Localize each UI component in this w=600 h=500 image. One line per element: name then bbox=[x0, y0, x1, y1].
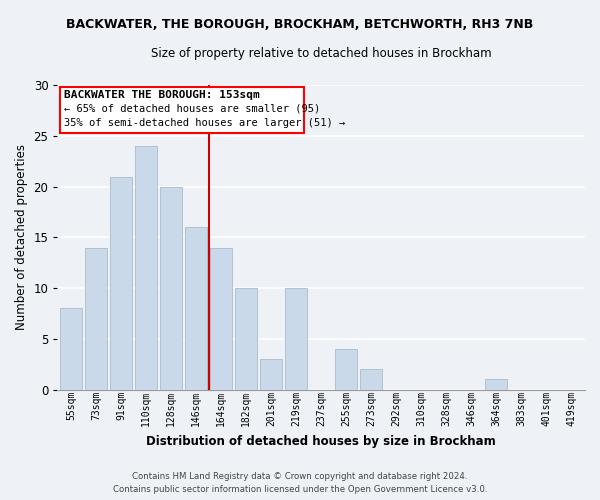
Title: Size of property relative to detached houses in Brockham: Size of property relative to detached ho… bbox=[151, 48, 491, 60]
Text: Contains HM Land Registry data © Crown copyright and database right 2024.
Contai: Contains HM Land Registry data © Crown c… bbox=[113, 472, 487, 494]
Y-axis label: Number of detached properties: Number of detached properties bbox=[15, 144, 28, 330]
Bar bbox=[185, 228, 208, 390]
X-axis label: Distribution of detached houses by size in Brockham: Distribution of detached houses by size … bbox=[146, 434, 496, 448]
Bar bbox=[135, 146, 157, 390]
Bar bbox=[335, 349, 358, 390]
Bar bbox=[85, 248, 107, 390]
Bar bbox=[285, 288, 307, 390]
Bar bbox=[260, 359, 283, 390]
Bar bbox=[110, 176, 133, 390]
Text: 35% of semi-detached houses are larger (51) →: 35% of semi-detached houses are larger (… bbox=[64, 118, 345, 128]
Text: BACKWATER THE BOROUGH: 153sqm: BACKWATER THE BOROUGH: 153sqm bbox=[64, 90, 259, 100]
Bar bbox=[485, 380, 508, 390]
FancyBboxPatch shape bbox=[60, 88, 304, 133]
Text: ← 65% of detached houses are smaller (95): ← 65% of detached houses are smaller (95… bbox=[64, 104, 320, 114]
Bar bbox=[160, 186, 182, 390]
Bar bbox=[210, 248, 232, 390]
Bar bbox=[360, 369, 382, 390]
Bar bbox=[235, 288, 257, 390]
Bar bbox=[60, 308, 82, 390]
Text: BACKWATER, THE BOROUGH, BROCKHAM, BETCHWORTH, RH3 7NB: BACKWATER, THE BOROUGH, BROCKHAM, BETCHW… bbox=[67, 18, 533, 30]
